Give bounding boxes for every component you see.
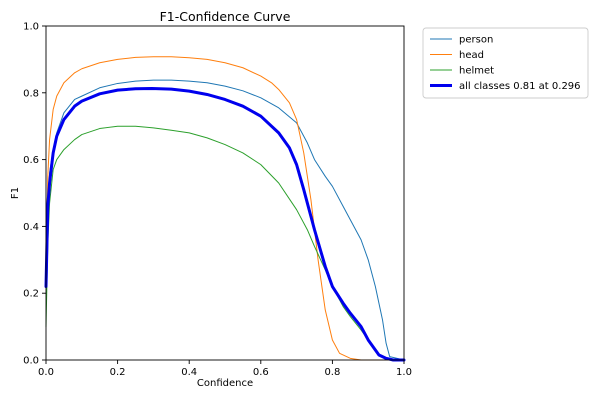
legend: person head helmet all classes 0.81 at 0.29… [422,27,589,99]
series-line-all [44,86,406,362]
y-axis-label: F1 [10,187,21,199]
series-line-person [45,79,405,361]
y-axis: 0.0 0.2 0.4 0.6 0.8 1.0 [23,22,46,367]
y-tick-label: 0.8 [23,88,39,99]
x-tick-label: 0.0 [38,367,54,378]
series-layer [44,56,406,362]
chart-title: F1-Confidence Curve [160,9,291,24]
x-axis-label: Confidence [197,378,253,389]
x-tick-label: 0.4 [181,367,197,378]
plot-frame [45,25,405,361]
plot-area [44,25,406,362]
y-tick-label: 0.6 [23,155,39,166]
x-tick-label: 1.0 [396,367,412,378]
x-tick-label: 0.8 [324,367,340,378]
x-tick-label: 0.2 [110,367,126,378]
legend-label: helmet [459,66,494,77]
y-tick-label: 1.0 [23,22,39,33]
legend-label: head [459,50,484,61]
y-tick-label: 0.0 [23,356,39,367]
series-line-head [45,56,405,361]
legend-label: all classes 0.81 at 0.296 [459,81,581,92]
legend-frame [422,27,589,99]
y-tick-label: 0.4 [23,222,39,233]
y-tick-label: 0.2 [23,289,39,300]
legend-label: person [459,35,493,46]
x-axis: 0.0 0.2 0.4 0.6 0.8 1.0 [38,360,412,378]
x-tick-label: 0.6 [253,367,269,378]
